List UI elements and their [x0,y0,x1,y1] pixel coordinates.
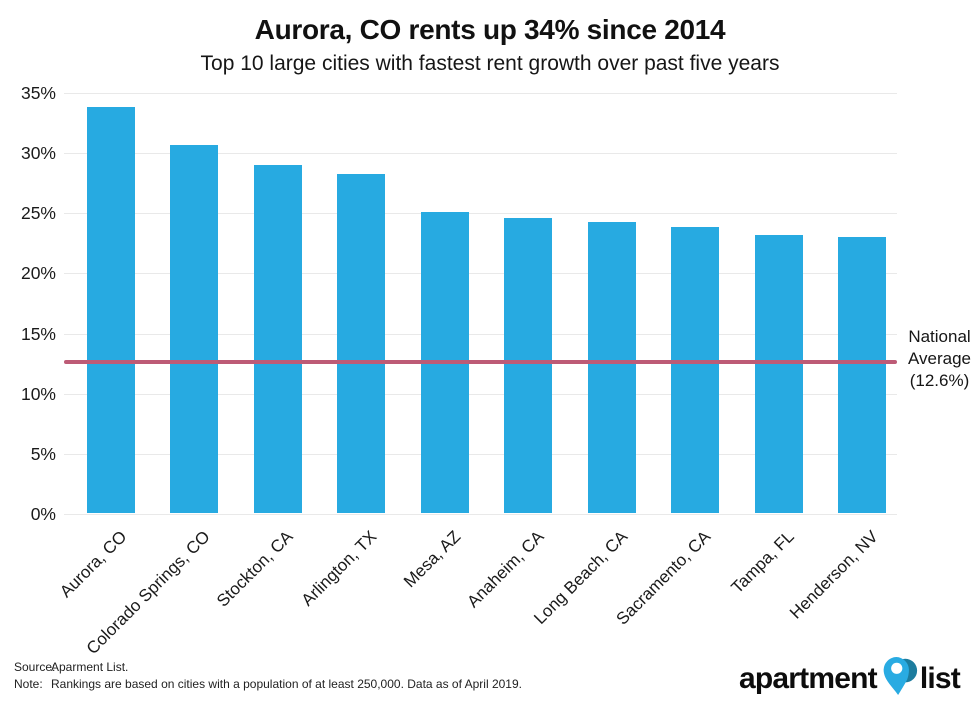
location-pin-icon [883,657,917,695]
bar-stockton-ca [253,165,302,513]
y-axis: 35% 30% 25% 20% 15% 10% 5% 0% [0,83,56,524]
bar-colorado-springs-co [170,144,218,513]
gridline [64,93,897,94]
chart-title: Aurora, CO rents up 34% since 2014 [254,14,726,45]
national-average-label: National Average (12.6%) [899,326,980,392]
x-tick-label: Henderson, NV [785,527,882,623]
source-label: Source: [14,660,56,674]
national-average-line2: Average [907,349,971,368]
y-tick-label: 35% [20,83,56,103]
x-tick-label: Aurora, CO [55,527,130,602]
note-text: Rankings are based on cities with a popu… [51,677,522,691]
bar-anaheim-ca [504,218,552,513]
y-tick-label: 30% [20,143,56,164]
source-text: Aparment List. [51,660,129,674]
national-average-line [64,360,897,365]
y-tick-label: 25% [20,203,56,224]
gridline [64,393,897,395]
x-tick-label: Tampa, FL [727,527,798,598]
bar-sacramento-ca [671,226,719,513]
bar-tampa-fl [754,234,803,513]
x-tick-label: Anaheim, CA [463,527,548,612]
gridline [64,514,897,515]
plot-area [64,93,897,515]
gridline [64,333,897,335]
bar-arlington-tx [337,173,385,513]
y-tick-label: 15% [20,323,56,344]
gridline [64,213,897,215]
gridline [64,453,897,455]
gridline [64,153,897,155]
x-tick-label: Mesa, AZ [399,527,464,592]
y-tick-label: 5% [30,443,56,464]
national-average-line1: National [908,327,971,346]
note-label: Note: [14,677,43,691]
bar-henderson-nv [838,237,886,513]
bar-aurora-co [86,107,135,513]
apartment-list-logo: apartment list [739,655,961,703]
bar-long-beach-ca [587,221,636,513]
gridline [64,273,897,275]
x-tick-label: Stockton, CA [213,527,297,611]
footer-notes: Source: Aparment List. Note: Rankings ar… [14,659,522,693]
y-tick-label: 0% [30,504,56,524]
x-tick-label: Arlington, TX [297,527,381,610]
national-average-line3: (12.6%) [909,371,970,390]
logo-text-right: list [919,662,961,695]
logo-text-left: apartment [739,662,878,695]
chart-subtitle: Top 10 large cities with fastest rent gr… [200,52,780,75]
y-tick-label: 10% [20,383,56,404]
y-tick-label: 20% [20,263,56,284]
